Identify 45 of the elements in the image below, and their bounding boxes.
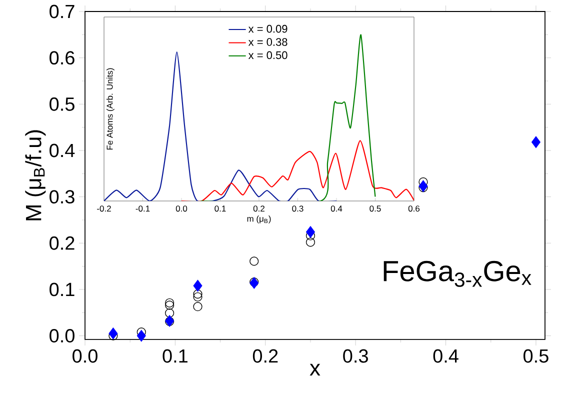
x-tick-label: 0.4 <box>330 206 342 212</box>
point <box>165 298 174 308</box>
point <box>250 256 259 266</box>
y-tick-label: 0.6 <box>50 51 74 65</box>
point <box>165 300 174 310</box>
point <box>306 238 316 247</box>
y-tick-label: 0.1 <box>50 282 74 296</box>
x-tick-label: 0.5 <box>370 206 381 212</box>
point <box>193 280 202 292</box>
point <box>193 290 202 299</box>
x-tick-label: 0.0 <box>72 349 98 363</box>
point <box>136 330 146 342</box>
point <box>306 226 315 238</box>
point <box>418 180 428 192</box>
annotation: FeGa$_{3-x}$Ge$_{x}$ <box>384 260 532 287</box>
legend-label: x = 0.50 <box>248 51 288 60</box>
point <box>108 328 118 340</box>
y-axis-title: Fe Atoms (Arb. Units) <box>106 68 114 150</box>
point <box>193 292 202 302</box>
x-tick-label: 0.6 <box>408 206 420 212</box>
x-tick-label: 0.5 <box>524 349 548 363</box>
y-tick-label: 0.0 <box>50 329 74 343</box>
legend-label: x = 0.09 <box>248 24 288 33</box>
x-tick-label: 0.2 <box>253 206 264 212</box>
y-tick-label: 0.2 <box>50 236 74 250</box>
y-tick-label: 0.5 <box>50 97 74 111</box>
x-tick-label: 0.1 <box>162 349 188 363</box>
y-tick-label: 0.4 <box>50 144 75 158</box>
x-tick-label: 0.3 <box>343 349 368 363</box>
x-tick-label: 0.4 <box>433 349 458 363</box>
x-tick-label: -0.1 <box>136 206 150 212</box>
x-tick-label: 0.2 <box>252 349 278 363</box>
y-axis-title: M (μ$_{B}$/f.u) <box>25 130 46 220</box>
y-tick-label: 0.7 <box>50 4 74 18</box>
x-tick-label: 0.0 <box>176 206 188 212</box>
point <box>165 308 174 318</box>
x-tick-label: -0.2 <box>97 206 111 212</box>
x-tick-label: 0.3 <box>292 206 304 212</box>
x-tick-label: 0.1 <box>214 206 226 212</box>
point <box>193 302 202 312</box>
point <box>250 277 259 287</box>
legend-label: x = 0.38 <box>248 38 288 46</box>
point <box>531 136 540 148</box>
x-axis-title: m (μ$_{B}$) <box>247 216 271 224</box>
x-axis-title: x <box>310 364 320 376</box>
